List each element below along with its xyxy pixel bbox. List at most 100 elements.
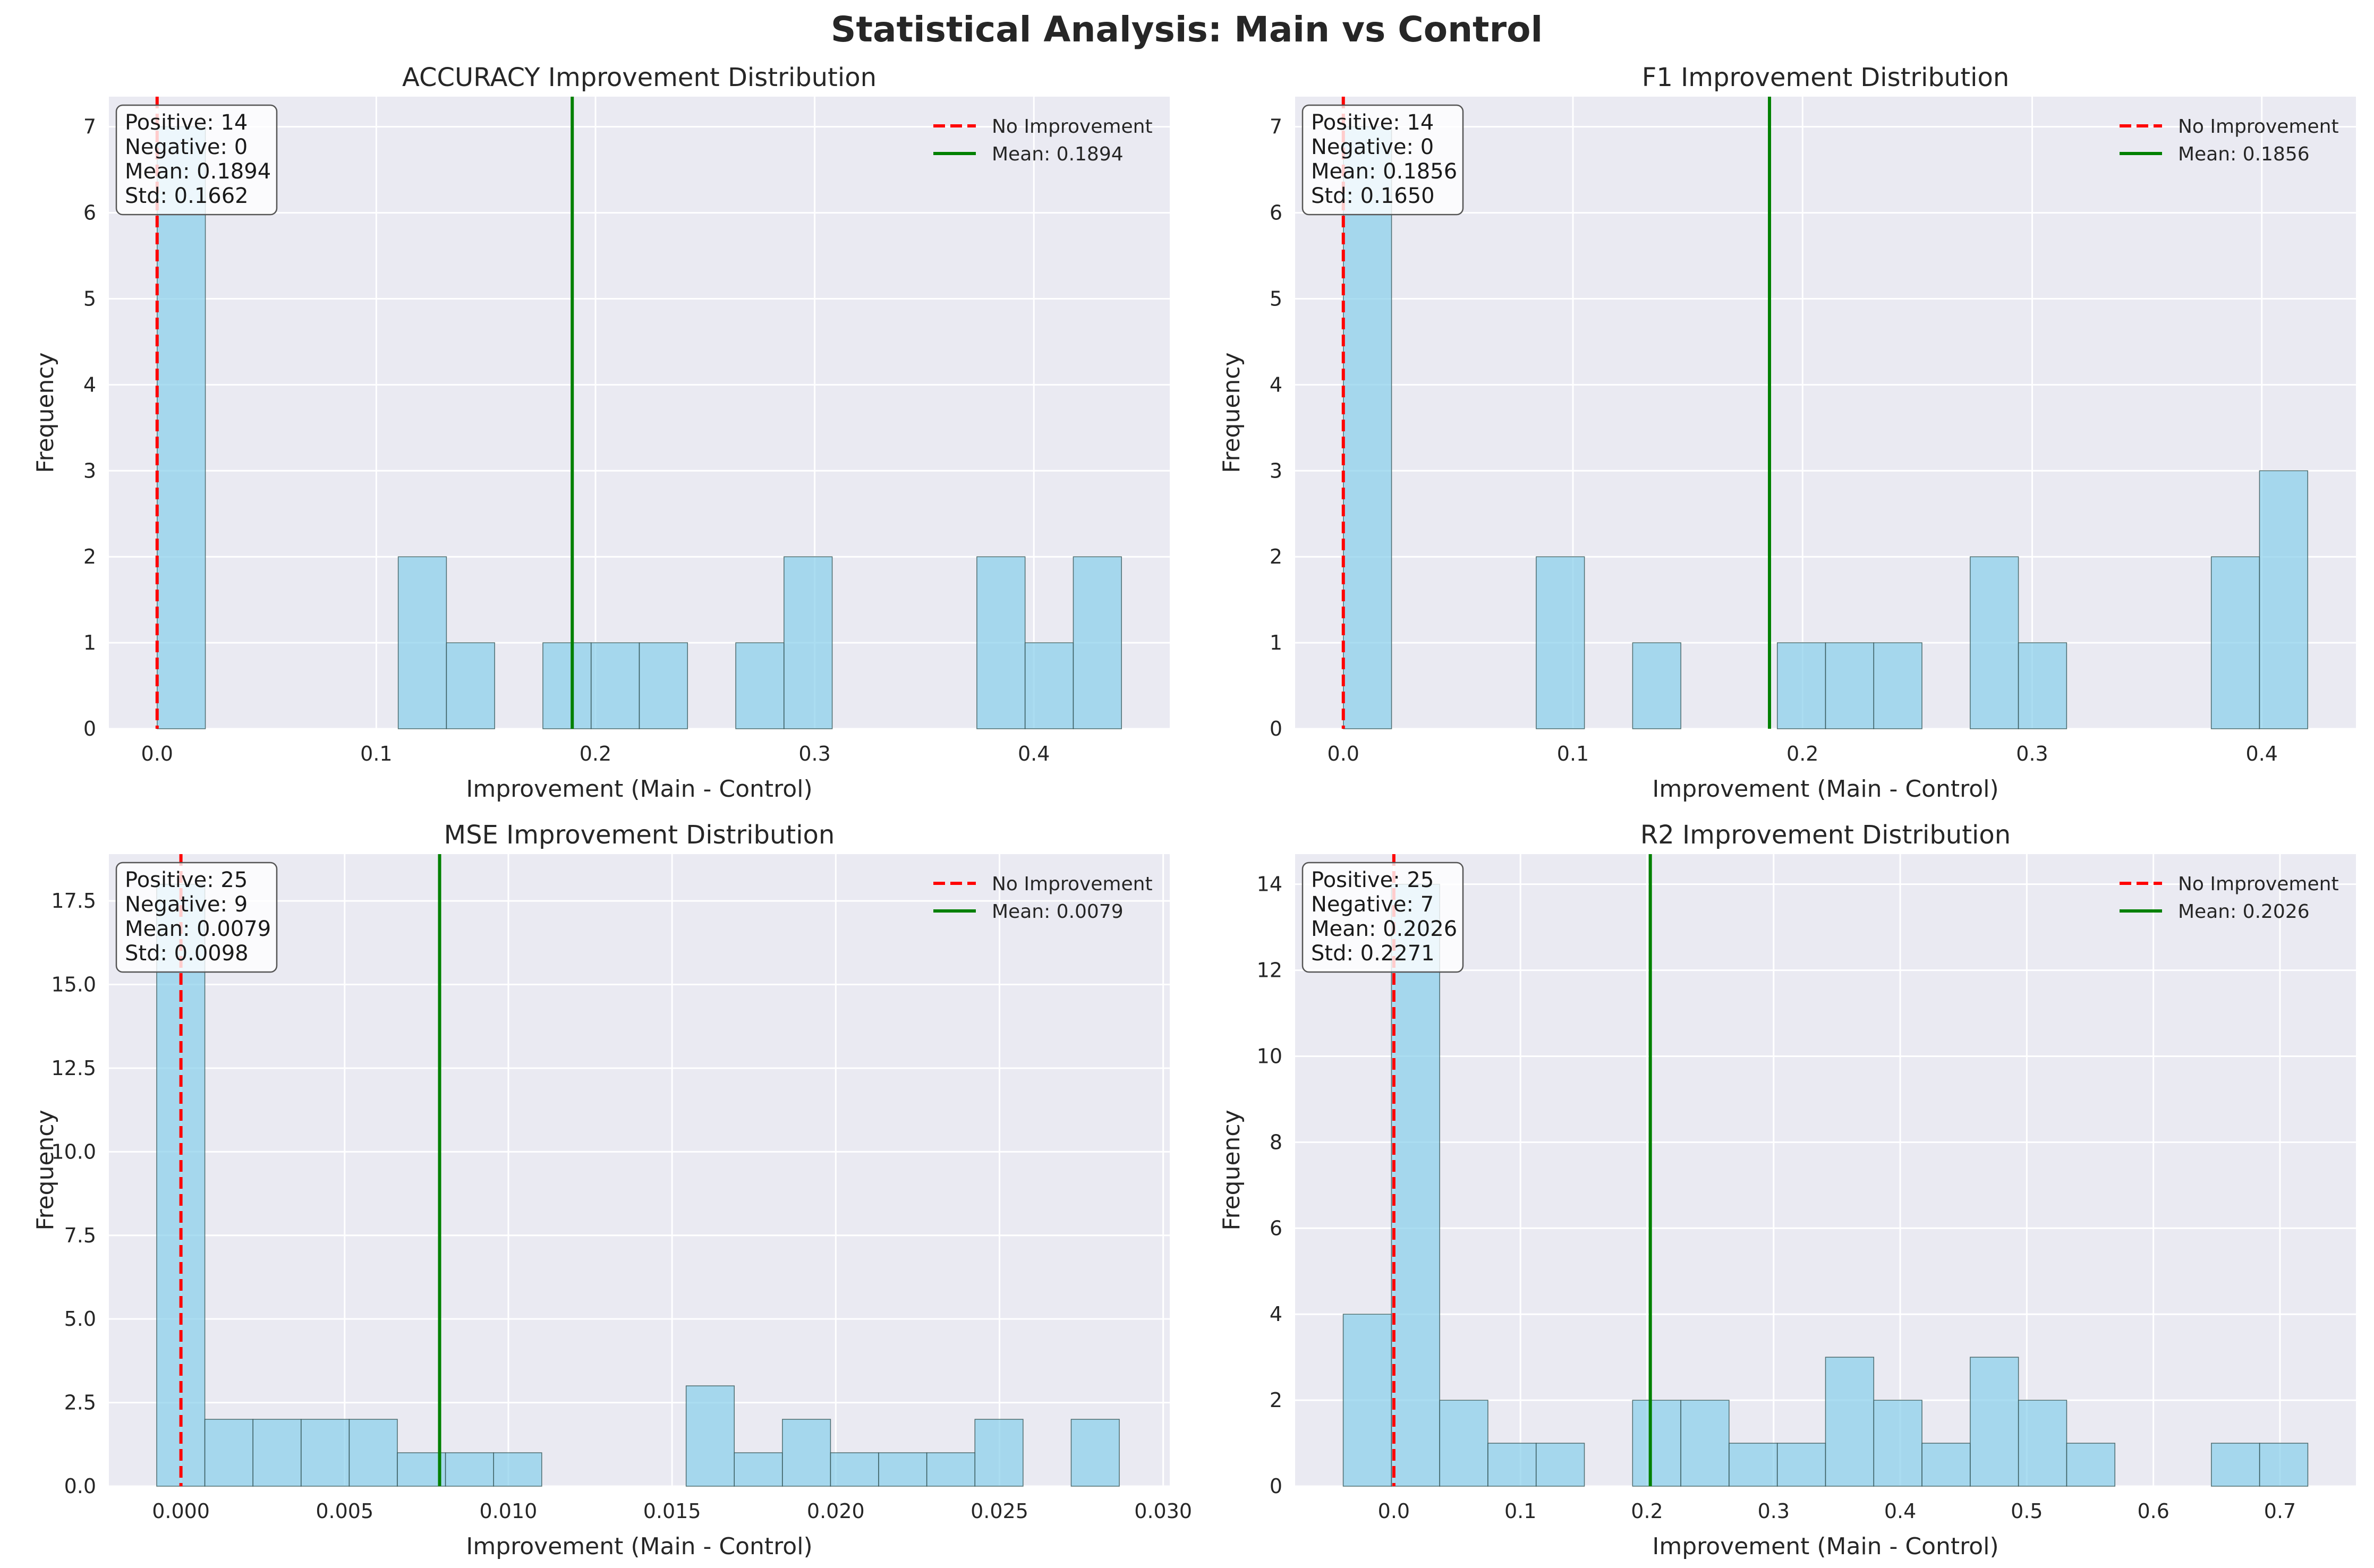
y-axis-label: Frequency	[32, 1110, 59, 1230]
histogram-bar	[2259, 470, 2308, 729]
x-tick-label: 0.3	[798, 742, 830, 765]
histogram-bar	[252, 1419, 302, 1487]
histogram-bar	[1391, 883, 1440, 1487]
histogram-bar	[2018, 642, 2067, 729]
stats-box	[115, 862, 278, 973]
stats-line: Std: 0.1662	[125, 184, 249, 208]
y-axis-label: Frequency	[1218, 1110, 1245, 1230]
x-axis-label: Improvement (Main - Control)	[1652, 1533, 1998, 1560]
y-tick-label: 4	[1270, 373, 1282, 396]
stats-line: Positive: 14	[1311, 110, 1434, 135]
y-tick-label: 6	[1270, 1216, 1282, 1240]
chart-title: R2 Improvement Distribution	[1640, 820, 2011, 850]
histogram-bar	[1536, 556, 1585, 729]
histogram-bar	[735, 642, 785, 729]
y-tick-label: 8	[1270, 1130, 1282, 1154]
legend-label: No Improvement	[992, 873, 1153, 895]
stats-line: Std: 0.1650	[1311, 184, 1435, 208]
histogram-bar	[784, 556, 833, 729]
histogram-bar	[926, 1452, 976, 1487]
histogram-bar	[542, 642, 592, 729]
stats-line: Mean: 0.1894	[125, 159, 271, 184]
histogram-bar	[348, 1419, 398, 1487]
y-tick-label: 5	[1270, 287, 1282, 310]
y-tick-label: 17.5	[51, 889, 96, 913]
y-tick-label: 2	[1270, 545, 1282, 568]
stats-line: Negative: 0	[125, 135, 248, 159]
histogram-bar	[878, 1452, 928, 1487]
y-tick-label: 6	[83, 201, 96, 225]
y-tick-label: 14	[1257, 873, 1282, 896]
histogram-bar	[1873, 1400, 1922, 1487]
histogram-bar	[1970, 556, 2019, 729]
histogram-bar	[976, 556, 1026, 729]
legend-label: Mean: 0.0079	[992, 901, 1124, 923]
stats-line: Std: 0.0098	[125, 941, 249, 966]
chart-panel-3: 0.000 0.005 0.010 0.015 0.020 0.025 0.030 0.0 2.…	[32, 820, 1192, 1560]
y-tick-label: 2	[1270, 1388, 1282, 1412]
chart-title: MSE Improvement Distribution	[444, 820, 835, 850]
x-tick-label: 0.025	[971, 1499, 1028, 1523]
stats-line: Mean: 0.2026	[1311, 917, 1457, 941]
x-tick-label: 0.010	[480, 1499, 538, 1523]
histogram-bar	[590, 642, 640, 729]
histogram-bar	[2259, 1443, 2309, 1487]
histogram-bar	[157, 126, 206, 729]
x-tick-label: 0.1	[1504, 1499, 1536, 1523]
histogram-bar	[397, 556, 447, 729]
histogram-bar	[1632, 642, 1681, 729]
y-axis-label: Frequency	[32, 352, 59, 473]
histogram-bar	[204, 1419, 253, 1487]
plot-area	[109, 854, 1170, 1486]
histogram-bar	[1729, 1443, 1778, 1487]
y-tick-label: 2	[83, 545, 96, 568]
histogram-bar	[782, 1419, 831, 1487]
y-tick-label: 0	[83, 717, 96, 740]
histogram-bar	[1024, 642, 1074, 729]
x-tick-label: 0.1	[360, 742, 392, 765]
legend-label: No Improvement	[2178, 873, 2339, 895]
x-tick-label: 0.3	[2016, 742, 2048, 765]
stats-line: Positive: 25	[125, 868, 248, 892]
x-tick-label: 0.4	[1884, 1499, 1916, 1523]
histogram-bar	[493, 1452, 542, 1487]
x-tick-label: 0.1	[1557, 742, 1589, 765]
y-tick-label: 10	[1257, 1044, 1282, 1068]
histogram-bar	[685, 1385, 735, 1487]
x-axis-label: Improvement (Main - Control)	[1652, 776, 1998, 803]
x-tick-label: 0.0	[1378, 1499, 1410, 1523]
stats-line: Mean: 0.1856	[1311, 159, 1457, 184]
x-tick-label: 0.020	[807, 1499, 865, 1523]
x-tick-label: 0.5	[2011, 1499, 2043, 1523]
histogram-bar	[1632, 1400, 1681, 1487]
y-tick-label: 6	[1270, 201, 1282, 225]
x-axis-label: Improvement (Main - Control)	[466, 776, 812, 803]
histogram-bar	[397, 1452, 446, 1487]
y-tick-label: 0	[1270, 1475, 1282, 1498]
y-tick-label: 4	[83, 373, 96, 396]
x-tick-label: 0.2	[580, 742, 611, 765]
y-tick-label: 10.0	[51, 1140, 96, 1163]
y-tick-label: 3	[83, 459, 96, 482]
histogram-bar	[2066, 1443, 2116, 1487]
histogram-bar	[1073, 556, 1122, 729]
histogram-bar	[830, 1452, 879, 1487]
stats-line: Negative: 9	[125, 892, 248, 917]
x-tick-label: 0.030	[1134, 1499, 1192, 1523]
x-tick-label: 0.2	[1631, 1499, 1663, 1523]
histogram-bar	[2018, 1400, 2067, 1487]
chart-title: ACCURACY Improvement Distribution	[402, 63, 877, 92]
stats-box	[1301, 862, 1464, 973]
x-tick-label: 0.2	[1786, 742, 1818, 765]
stats-box	[115, 104, 278, 216]
chart-panel-1: 0.0 0.1 0.2 0.3 0.4 0 1 2 3 4 5 6 7 ACCURACY Improvem…	[32, 63, 1170, 803]
x-tick-label: 0.0	[141, 742, 173, 765]
y-tick-label: 5	[83, 287, 96, 310]
histogram-bar	[2211, 1443, 2260, 1487]
x-tick-label: 0.000	[152, 1499, 210, 1523]
histogram-bar	[1921, 1443, 1971, 1487]
histogram-bar	[639, 642, 688, 729]
legend-label: No Improvement	[992, 116, 1153, 138]
x-tick-label: 0.005	[316, 1499, 373, 1523]
